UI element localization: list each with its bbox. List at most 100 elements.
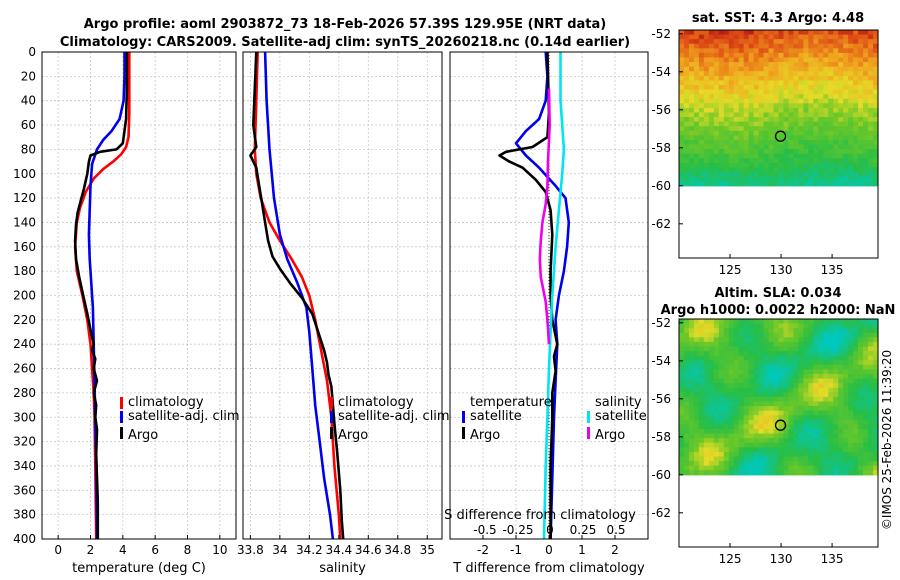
map-cell (818, 451, 824, 458)
map-cell (743, 144, 750, 150)
map-cell (783, 75, 790, 81)
map-cell (743, 451, 750, 458)
map-cell (748, 351, 755, 357)
map-cell (838, 149, 844, 155)
map-cell (823, 107, 829, 114)
map-frame (678, 29, 879, 259)
map-cell (693, 172, 700, 178)
map-cell (853, 396, 859, 403)
map-cell (679, 162, 685, 169)
map-cell (778, 149, 785, 155)
map-cell (843, 167, 849, 173)
map-cell (713, 130, 720, 136)
y-tick-label: 40 (21, 94, 36, 108)
map-cell (693, 410, 700, 416)
map-cell (848, 135, 854, 141)
map-cell (868, 373, 874, 380)
map-cell (698, 89, 705, 95)
map-cell (803, 149, 809, 155)
map-cell (703, 71, 710, 77)
map-cell (838, 470, 844, 476)
map-cell (698, 419, 705, 425)
map-cell (703, 181, 710, 187)
map-cell (698, 149, 705, 155)
map-cell (838, 39, 844, 45)
map-cell (843, 373, 849, 380)
map-cell (753, 465, 760, 471)
map-cell (858, 52, 864, 59)
map-cell (778, 57, 785, 63)
map-cell (818, 351, 824, 357)
map-cell (733, 121, 740, 127)
map-cell (708, 103, 715, 109)
map-cell (708, 107, 715, 114)
map-cell (753, 396, 760, 403)
map-cell (788, 351, 795, 357)
map-cell (848, 107, 854, 114)
map-cell (768, 43, 775, 49)
map-cell (713, 392, 720, 398)
map-cell (823, 323, 829, 329)
map-cell (768, 447, 775, 453)
map-cell (838, 360, 844, 366)
map-cell (783, 121, 790, 127)
map-cell (828, 107, 834, 114)
map-cell (783, 337, 790, 343)
map-cell (763, 71, 770, 77)
map-cell (778, 98, 785, 104)
map-cell (808, 144, 814, 150)
map-cell (783, 112, 790, 118)
map-cell (679, 121, 685, 127)
map-cell (833, 433, 839, 439)
map-cell (808, 48, 814, 54)
map-cell (723, 98, 730, 104)
map-cell (873, 43, 879, 49)
map-cell (833, 98, 839, 104)
map-cell (803, 135, 809, 141)
map-cell (698, 406, 705, 412)
map-cell (698, 39, 705, 45)
map-cell (843, 323, 849, 329)
map-cell (813, 103, 819, 109)
map-cell (743, 121, 750, 127)
map-cell (813, 181, 819, 187)
map-cell (843, 364, 849, 370)
map-cell (713, 396, 720, 403)
plot-frame (41, 51, 237, 540)
map-cell (793, 153, 799, 159)
map-cell (873, 139, 879, 146)
map-cell (818, 373, 824, 380)
map-cell (688, 337, 695, 343)
map-cell (738, 465, 745, 471)
map-cell (803, 94, 809, 100)
map-cell (703, 392, 710, 398)
map-cell (788, 378, 795, 384)
map-cell (818, 355, 824, 361)
map-cell (768, 406, 775, 412)
map-cell (828, 121, 834, 127)
map-cell (808, 451, 814, 458)
map-cell (778, 121, 785, 127)
map-cell (863, 103, 869, 109)
legend-swatch-s-argo (587, 427, 590, 439)
map-cell (778, 323, 785, 329)
map-cell (808, 351, 814, 357)
map-cell (858, 167, 864, 173)
map-cell (868, 167, 874, 173)
map-cell (718, 112, 725, 118)
map-cell (863, 144, 869, 150)
map-cell (818, 62, 824, 68)
map-cell (679, 144, 685, 150)
map-cell (703, 149, 710, 155)
map-cell (793, 323, 799, 329)
map-cell (843, 392, 849, 398)
map-cell (828, 369, 834, 375)
map-cell (718, 442, 725, 448)
map-cell (788, 57, 795, 63)
map-cell (798, 428, 804, 435)
map-cell (853, 71, 859, 77)
map-cell (708, 447, 715, 453)
map-cell (768, 172, 775, 178)
map-cell (748, 451, 755, 458)
map-cell (723, 75, 730, 81)
